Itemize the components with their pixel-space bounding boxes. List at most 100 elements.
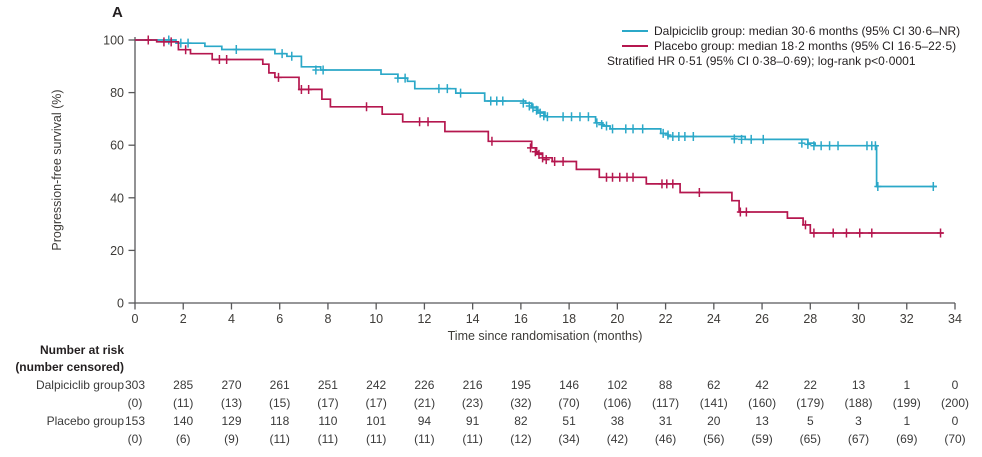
x-tick-label: 18 [562, 312, 576, 326]
censor-mark [288, 51, 296, 61]
censored-count: (70) [944, 432, 966, 446]
censored-count: (46) [654, 432, 677, 446]
at-risk-count: 0 [951, 378, 959, 392]
censor-mark [488, 136, 496, 146]
censored-count: (11) [317, 432, 339, 446]
risk-table-header-line2: (number censored) [15, 360, 124, 374]
censor-mark [519, 98, 527, 108]
at-risk-count: 42 [755, 378, 769, 392]
x-tick-label: 0 [132, 312, 139, 326]
at-risk-count: 110 [318, 414, 338, 428]
censor-mark [182, 45, 190, 55]
censored-count: (199) [892, 396, 921, 410]
censored-count: (200) [940, 396, 969, 410]
censor-mark [834, 141, 842, 151]
panel-label: A [112, 4, 123, 21]
legend: Dalpiciclib group: median 30·6 months (9… [607, 23, 960, 70]
censor-mark [559, 112, 567, 122]
censor-mark [539, 153, 547, 163]
censored-count: (11) [414, 432, 435, 446]
at-risk-count: 88 [658, 378, 673, 392]
censor-mark [416, 117, 424, 127]
censored-count: (160) [748, 396, 777, 410]
censor-mark [616, 172, 624, 182]
risk-table-header-line1: Number at risk [39, 343, 124, 357]
x-tick-label: 4 [228, 312, 235, 326]
censor-mark [529, 103, 537, 113]
censor-mark [675, 132, 683, 142]
censor-mark [689, 132, 697, 142]
x-tick-label: 20 [610, 312, 624, 326]
censor-mark [144, 35, 152, 45]
censor-mark [499, 96, 507, 106]
censor-mark [551, 157, 559, 167]
censor-mark [622, 124, 630, 134]
at-risk-count: 216 [462, 378, 483, 392]
censored-count: (65) [799, 432, 821, 446]
censor-mark [535, 149, 543, 159]
at-risk-count: 118 [270, 414, 290, 428]
censored-count: (67) [847, 432, 870, 446]
censor-mark [929, 181, 937, 191]
censor-mark [598, 120, 606, 130]
censor-mark [798, 138, 806, 148]
censor-mark [681, 132, 689, 142]
censor-mark [457, 88, 465, 98]
censor-mark [533, 105, 541, 115]
censored-count: (23) [461, 396, 484, 410]
censor-mark [603, 172, 610, 182]
at-risk-count: 20 [707, 414, 721, 428]
censored-count: (11) [269, 432, 290, 446]
censor-mark [278, 49, 286, 59]
censor-mark [856, 228, 864, 238]
censor-mark [525, 101, 533, 111]
censor-mark [531, 147, 539, 157]
censor-mark [629, 124, 637, 134]
y-tick-label: 0 [117, 297, 124, 311]
censor-mark [664, 130, 672, 140]
at-risk-count: 13 [851, 378, 866, 392]
censor-mark [623, 172, 631, 182]
censor-mark [223, 54, 231, 64]
legend-item-placebo: Placebo group: median 18·2 months (95% C… [622, 39, 960, 55]
censored-count: (15) [269, 396, 291, 410]
censored-count: (0) [127, 396, 143, 410]
at-risk-count: 140 [173, 414, 194, 428]
censor-mark [297, 84, 305, 94]
censored-count: (69) [896, 432, 918, 446]
censor-mark [629, 172, 637, 182]
censored-count: (42) [606, 432, 629, 446]
censor-mark [817, 141, 825, 151]
at-risk-count: 153 [124, 414, 146, 428]
at-risk-count: 1 [903, 378, 911, 392]
placebo-line-swatch-icon [622, 45, 648, 48]
at-risk-count: 101 [366, 414, 387, 428]
legend-label-dalpiciclib: Dalpiciclib group: median 30·6 months (9… [654, 23, 961, 38]
at-risk-count: 91 [465, 414, 480, 428]
censored-count: (34) [558, 432, 580, 446]
censor-mark [801, 220, 809, 230]
censor-mark [868, 228, 876, 238]
censor-mark [747, 134, 755, 144]
censor-mark [275, 72, 282, 82]
censored-count: (56) [703, 432, 725, 446]
censor-mark [804, 139, 812, 149]
at-risk-count: 195 [510, 378, 531, 392]
censored-count: (9) [224, 432, 239, 446]
censor-mark [487, 96, 495, 106]
censor-mark [493, 96, 501, 106]
censored-count: (188) [844, 396, 873, 410]
censor-mark [593, 118, 601, 128]
censor-mark [609, 124, 617, 134]
legend-stats: Stratified HR 0·51 (95% CI 0·38–0·69); l… [607, 54, 916, 68]
censor-mark [319, 65, 327, 75]
x-tick-label: 34 [948, 312, 962, 326]
at-risk-count: 38 [610, 414, 625, 428]
censor-mark [184, 38, 192, 48]
censor-mark [576, 112, 584, 122]
legend-label-placebo: Placebo group: median 18·2 months (95% C… [654, 39, 957, 54]
at-risk-count: 31 [658, 414, 673, 428]
at-risk-count: 62 [707, 378, 721, 392]
censor-mark [435, 84, 443, 94]
